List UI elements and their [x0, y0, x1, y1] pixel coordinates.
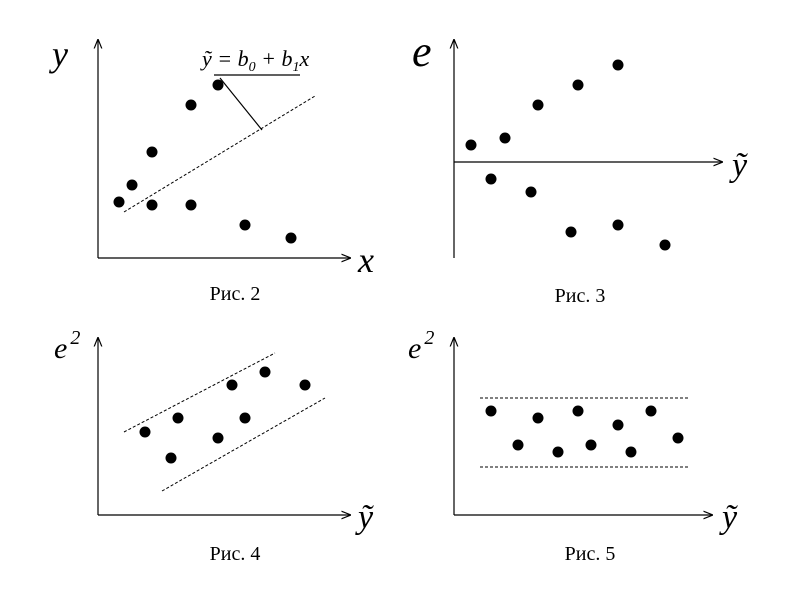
x-label: ỹ [355, 499, 374, 536]
dot [499, 132, 511, 144]
x-label: ỹ [719, 499, 738, 536]
points [485, 405, 684, 458]
x-label: x [357, 240, 374, 280]
dot [285, 232, 297, 244]
dot [572, 405, 584, 417]
dot [612, 59, 624, 71]
band-line [161, 397, 326, 492]
dot [212, 432, 224, 444]
dot [512, 439, 524, 451]
caption: Рис. 2 [210, 283, 261, 305]
dot [532, 99, 544, 111]
dot [113, 196, 125, 208]
y-label: y [49, 34, 68, 74]
panel-2: y x ỹ = b0 + b1x Рис. 2 [49, 34, 374, 305]
dot [139, 426, 151, 438]
dot [185, 99, 197, 111]
caption: Рис. 5 [565, 543, 616, 565]
points [113, 79, 297, 244]
caption: Рис. 3 [555, 285, 606, 307]
dot [485, 405, 497, 417]
y-label: e [412, 27, 432, 76]
dot [612, 219, 624, 231]
band-line [123, 352, 276, 433]
caption: Рис. 4 [210, 543, 261, 565]
dot [585, 439, 597, 451]
dot [525, 186, 537, 198]
points [465, 59, 671, 251]
panel-3: e ỹ Рис. 3 [412, 27, 748, 307]
dot [185, 199, 197, 211]
dot [645, 405, 657, 417]
points [139, 366, 311, 464]
dot [672, 432, 684, 444]
dot [612, 419, 624, 431]
dot [572, 79, 584, 91]
dot [212, 79, 224, 91]
dot [239, 412, 251, 424]
dot [165, 452, 177, 464]
dot [146, 146, 158, 158]
dot [659, 239, 671, 251]
dot [146, 199, 158, 211]
dot [239, 219, 251, 231]
dot [172, 412, 184, 424]
dot [625, 446, 637, 458]
formula: ỹ = b0 + b1x [200, 46, 309, 75]
x-label: ỹ [729, 147, 748, 184]
dot [532, 412, 544, 424]
dot [552, 446, 564, 458]
dot [226, 379, 238, 391]
dot [126, 179, 138, 191]
formula-pointer [219, 77, 263, 131]
regression-line [123, 95, 316, 213]
dot [465, 139, 477, 151]
dot [565, 226, 577, 238]
dot [485, 173, 497, 185]
dot [299, 379, 311, 391]
dot [259, 366, 271, 378]
